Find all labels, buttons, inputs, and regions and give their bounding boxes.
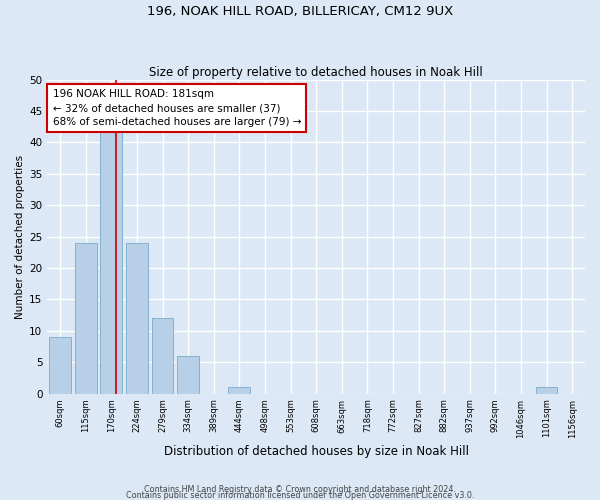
Bar <box>75 243 97 394</box>
Title: Size of property relative to detached houses in Noak Hill: Size of property relative to detached ho… <box>149 66 483 78</box>
Bar <box>229 388 250 394</box>
Bar <box>536 388 557 394</box>
X-axis label: Distribution of detached houses by size in Noak Hill: Distribution of detached houses by size … <box>164 444 469 458</box>
Text: Contains public sector information licensed under the Open Government Licence v3: Contains public sector information licen… <box>126 490 474 500</box>
Bar <box>100 118 122 394</box>
Y-axis label: Number of detached properties: Number of detached properties <box>15 154 25 318</box>
Text: Contains HM Land Registry data © Crown copyright and database right 2024.: Contains HM Land Registry data © Crown c… <box>144 484 456 494</box>
Bar <box>126 243 148 394</box>
Text: 196 NOAK HILL ROAD: 181sqm
← 32% of detached houses are smaller (37)
68% of semi: 196 NOAK HILL ROAD: 181sqm ← 32% of deta… <box>53 89 301 127</box>
Text: 196, NOAK HILL ROAD, BILLERICAY, CM12 9UX: 196, NOAK HILL ROAD, BILLERICAY, CM12 9U… <box>147 5 453 18</box>
Bar <box>177 356 199 394</box>
Bar <box>152 318 173 394</box>
Bar <box>49 337 71 394</box>
